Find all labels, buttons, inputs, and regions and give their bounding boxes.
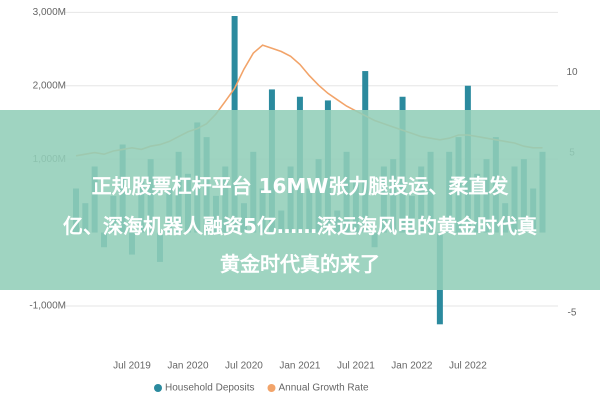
x-tick-label: Jul 2022 [449, 361, 487, 372]
y-tick-label: 2,000M [33, 80, 66, 91]
legend-label: Annual Growth Rate [279, 383, 369, 394]
x-tick-label: Jul 2021 [337, 361, 375, 372]
banner-line: 正规股票杠杆平台 16MW张力腿投运、柔直发 [91, 174, 509, 198]
legend-label: Household Deposits [165, 383, 255, 394]
legend-marker [267, 384, 276, 392]
banner-line: 亿、深海机器人融资5亿……深远海风电的黄金时代真 [63, 214, 537, 238]
y2-tick-label: -5 [568, 308, 577, 319]
x-tick-label: Jul 2019 [113, 361, 151, 372]
y-tick-label: 3,000M [33, 7, 66, 18]
x-tick-label: Jan 2020 [167, 361, 209, 372]
x-tick-label: Jan 2021 [279, 361, 321, 372]
x-tick-label: Jan 2022 [391, 361, 433, 372]
banner-line: 黄金时代真的来了 [220, 252, 380, 276]
y-tick-label: -1,000M [29, 301, 66, 312]
y2-tick-label: 10 [566, 67, 578, 78]
legend-marker [154, 384, 162, 392]
x-tick-label: Jul 2020 [225, 361, 263, 372]
banner: 正规股票杠杆平台 16MW张力腿投运、柔直发 亿、深海机器人融资5亿……深远海风… [0, 110, 600, 290]
